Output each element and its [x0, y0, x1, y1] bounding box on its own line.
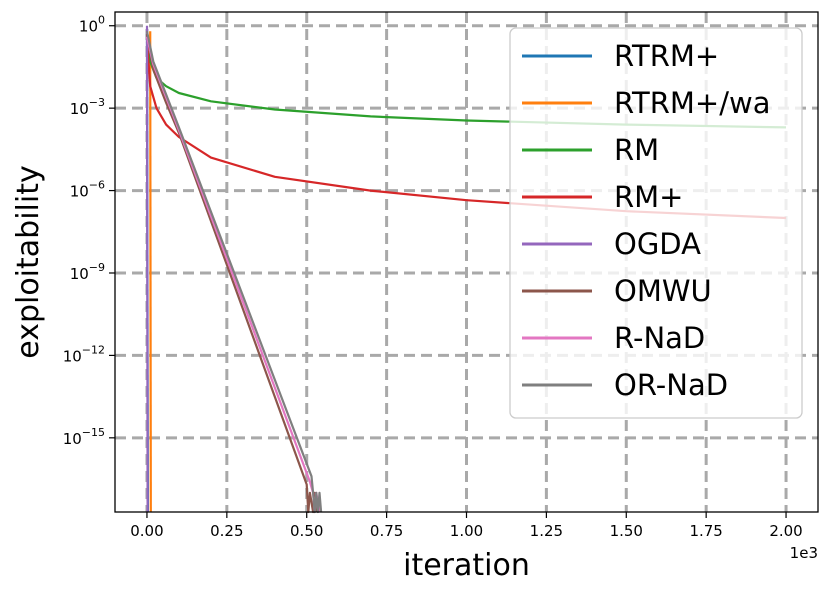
- x-tick-label: 1.25: [530, 522, 563, 540]
- x-tick-label: 0.00: [130, 522, 163, 540]
- legend-box: [509, 27, 803, 419]
- series-line-rtrm-wa: [149, 31, 152, 513]
- y-tick-label: 10−15: [63, 426, 105, 448]
- series-line-or-nad: [145, 30, 323, 514]
- legend-label: OMWU: [614, 274, 712, 308]
- legend-label: R-NaD: [614, 321, 705, 355]
- x-tick-label: 1.50: [610, 522, 643, 540]
- y-tick-label: 10−6: [70, 179, 105, 201]
- x-tick-label: 1.75: [689, 522, 722, 540]
- legend-label: RTRM+/wa: [614, 86, 770, 120]
- x-tick-label: 0.50: [290, 522, 323, 540]
- y-tick-label: 10−3: [70, 96, 105, 118]
- x-tick-label: 2.00: [769, 522, 802, 540]
- x-axis-title: iteration: [403, 548, 530, 583]
- x-tick-label: 0.25: [210, 522, 243, 540]
- x-tick-label: 0.75: [370, 522, 403, 540]
- legend-label: OR-NaD: [614, 368, 728, 402]
- y-tick-label: 100: [79, 14, 105, 36]
- x-axis-offset-label: 1e3: [790, 544, 818, 562]
- legend-label: OGDA: [614, 227, 701, 261]
- y-tick-label: 10−12: [63, 343, 105, 365]
- legend: RTRM+ RTRM+/wa RM RM+ OGDA OMWU R-NaD OR-NaD: [509, 27, 803, 419]
- legend-label: RTRM+: [614, 39, 719, 73]
- y-tick-label: 10−9: [70, 261, 105, 283]
- y-axis-ticks: 100 10−3 10−6 10−9 10−12 10−15: [63, 14, 115, 448]
- y-axis-title: exploitability: [11, 165, 46, 358]
- series-line-ogda: [145, 25, 149, 513]
- x-axis-ticks: 0.00 0.25 0.50 0.75 1.00 1.25 1.50 1.75 2.00: [130, 512, 803, 540]
- legend-label: RM+: [614, 180, 683, 214]
- x-tick-label: 1.00: [450, 522, 483, 540]
- legend-label: RM: [614, 133, 659, 167]
